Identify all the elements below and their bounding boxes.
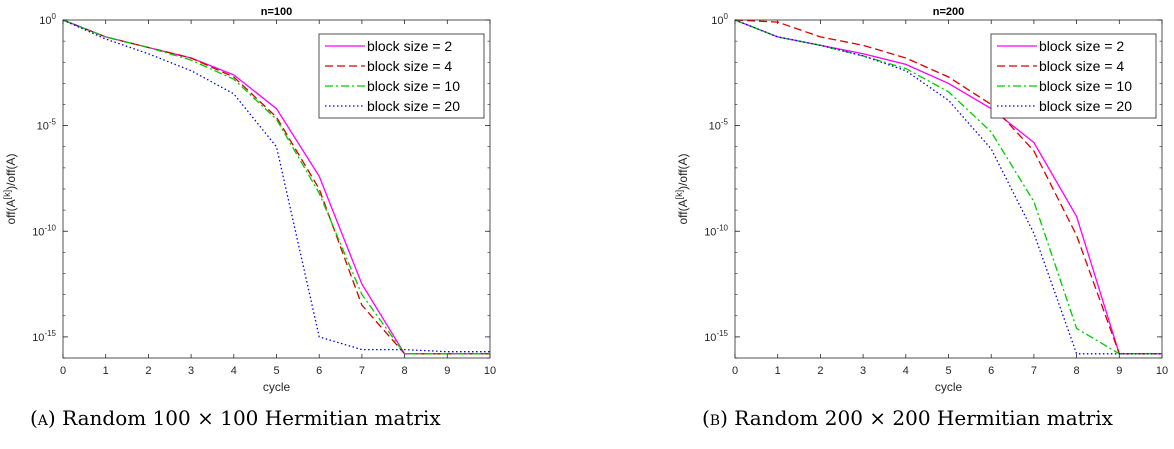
caption-a: (a) Random 100 × 100 Hermitian matrix xyxy=(30,406,441,430)
legend-box-b xyxy=(990,33,1157,119)
legend-label-a-2: block size = 10 xyxy=(367,78,460,94)
x-tick-label-b-8: 8 xyxy=(1074,365,1080,377)
x-tick-label-b-5: 5 xyxy=(945,365,951,377)
x-tick-label-b-6: 6 xyxy=(988,365,994,377)
legend-label-b-2: block size = 10 xyxy=(1039,78,1132,94)
x-tick-label-a-3: 3 xyxy=(188,365,194,377)
series-line-b-0 xyxy=(735,19,1162,355)
caption-a-label: (a) xyxy=(30,406,56,430)
x-tick-label-b-10: 10 xyxy=(1156,365,1168,377)
y-tick-label-b-0: 100 xyxy=(711,12,728,27)
y-tick-label-a-2: 10-10 xyxy=(32,223,56,238)
y-tick-label-b-1: 10-5 xyxy=(709,118,729,133)
y-tick-label-b-3: 10-15 xyxy=(704,329,728,344)
series-line-a-3 xyxy=(63,19,490,353)
x-tick-label-a-8: 8 xyxy=(402,365,408,377)
caption-a-text: Random 100 × 100 Hermitian matrix xyxy=(62,406,441,430)
series-line-b-2 xyxy=(735,19,1162,355)
x-tick-label-a-10: 10 xyxy=(484,365,496,377)
caption-b: (b) Random 200 × 200 Hermitian matrix xyxy=(702,406,1113,430)
legend-a: block size = 2 block size = 4 block size =… xyxy=(318,33,485,119)
x-tick-label-a-2: 2 xyxy=(145,365,151,377)
legend-box-a xyxy=(318,33,485,119)
x-axis-label-a: cycle xyxy=(263,380,291,394)
y-axis-label-a: off(A[k])/off(A) xyxy=(2,153,18,224)
x-tick-label-a-1: 1 xyxy=(103,365,109,377)
caption-b-label: (b) xyxy=(702,406,728,430)
x-tick-label-b-0: 0 xyxy=(732,365,738,377)
x-tick-label-b-9: 9 xyxy=(1116,365,1122,377)
y-tick-label-a-3: 10-15 xyxy=(32,329,56,344)
series-line-b-1 xyxy=(735,19,1162,355)
chart-title-a: n=100 xyxy=(261,6,293,18)
chart-title-b: n=200 xyxy=(933,6,965,18)
legend-label-a-1: block size = 4 xyxy=(367,58,452,74)
x-tick-label-b-3: 3 xyxy=(860,365,866,377)
y-axis-label-b: off(A[k])/off(A) xyxy=(674,153,690,224)
chart-a: 0 1 2 3 4 5 6 7 8 9 10 100 10-5 10-10 10-15 n=100 cycle o… xyxy=(2,6,496,394)
x-tick-label-a-0: 0 xyxy=(60,365,66,377)
legend-label-a-0: block size = 2 xyxy=(367,38,452,54)
series-line-a-2 xyxy=(63,19,490,355)
y-tick-label-a-1: 10-5 xyxy=(37,118,57,133)
legend-b: block size = 2 block size = 4 block size =… xyxy=(990,33,1157,119)
y-tick-label-b-2: 10-10 xyxy=(704,223,728,238)
x-tick-label-a-5: 5 xyxy=(273,365,279,377)
x-tick-label-a-9: 9 xyxy=(444,365,450,377)
y-tick-label-a-0: 100 xyxy=(39,12,56,27)
x-tick-label-a-6: 6 xyxy=(316,365,322,377)
x-tick-label-a-4: 4 xyxy=(231,365,237,377)
chart-b: 0 1 2 3 4 5 6 7 8 9 10 100 10-5 10-10 10-15 n=200 cycle o… xyxy=(674,6,1168,394)
x-tick-label-b-2: 2 xyxy=(817,365,823,377)
x-tick-label-b-1: 1 xyxy=(775,365,781,377)
legend-label-b-0: block size = 2 xyxy=(1039,38,1124,54)
legend-label-a-3: block size = 20 xyxy=(367,98,460,114)
legend-label-b-1: block size = 4 xyxy=(1039,58,1124,74)
x-axis-label-b: cycle xyxy=(935,380,963,394)
caption-b-text: Random 200 × 200 Hermitian matrix xyxy=(734,406,1113,430)
x-tick-label-b-4: 4 xyxy=(903,365,909,377)
legend-label-b-3: block size = 20 xyxy=(1039,98,1132,114)
x-tick-label-b-7: 7 xyxy=(1031,365,1037,377)
x-tick-label-a-7: 7 xyxy=(359,365,365,377)
